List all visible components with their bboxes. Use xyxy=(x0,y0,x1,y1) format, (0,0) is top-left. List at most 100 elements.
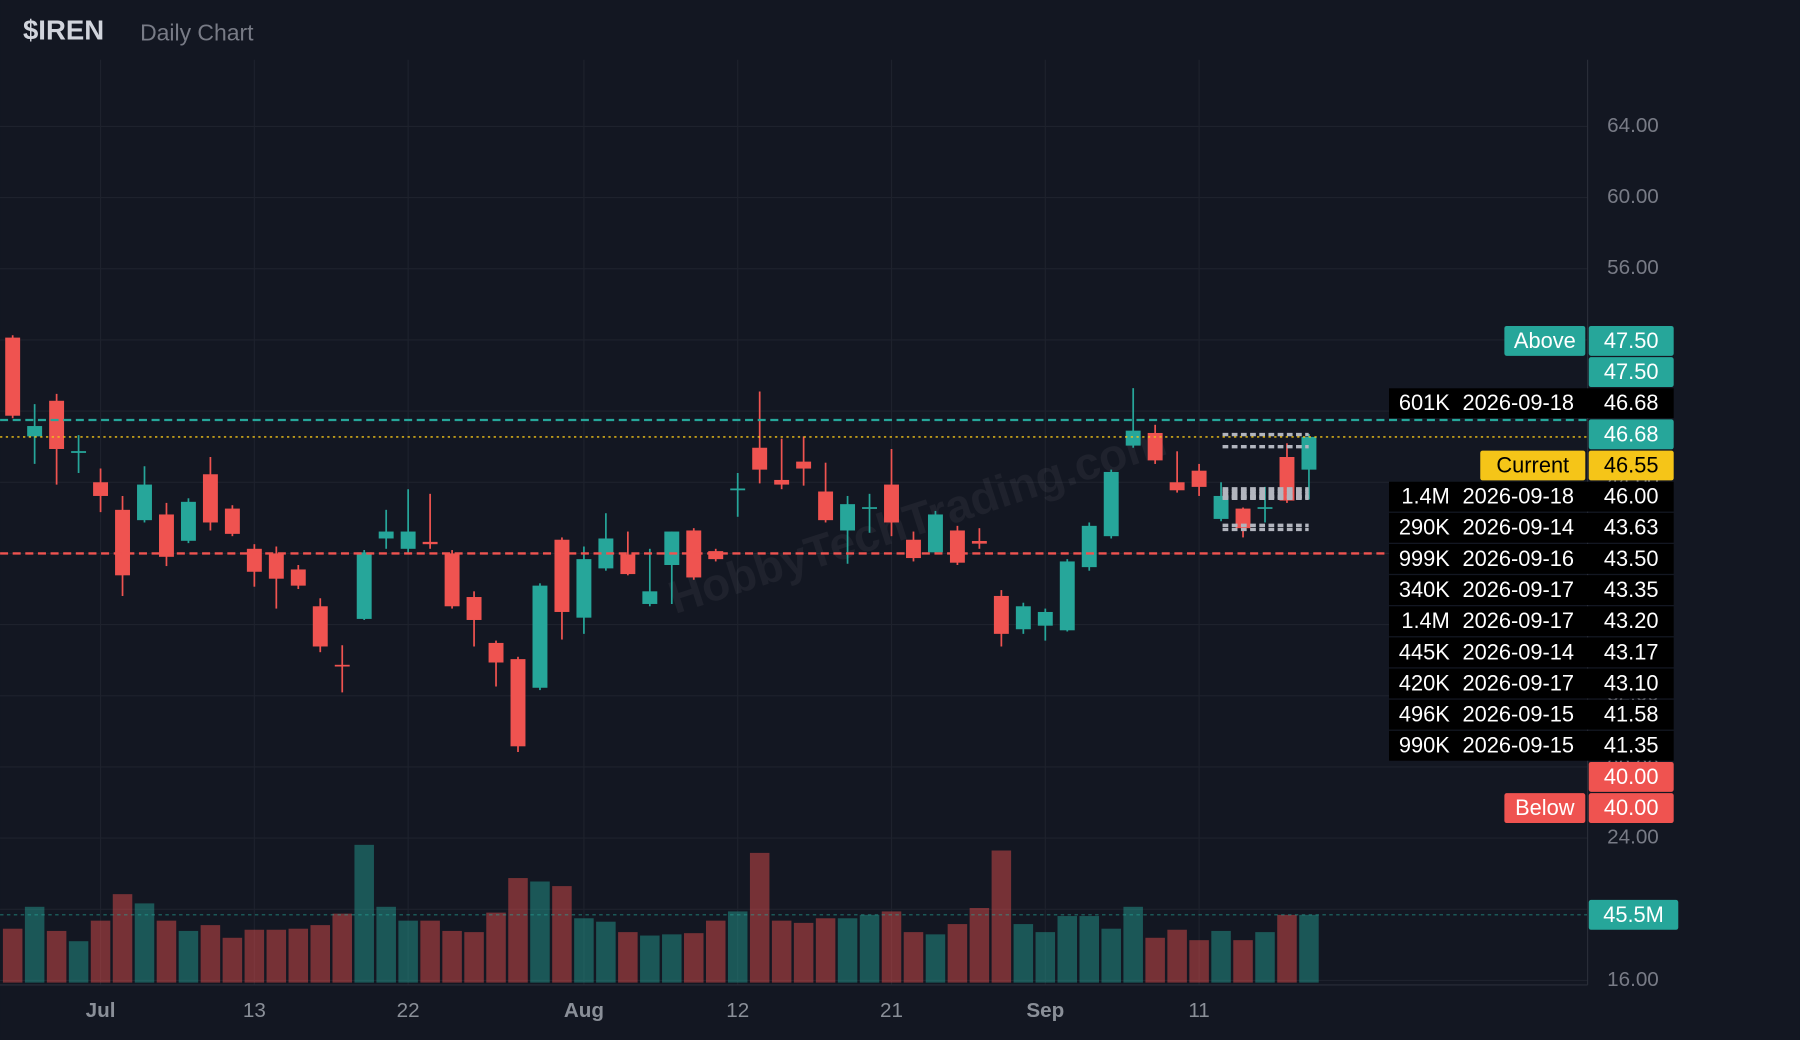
candle-body xyxy=(115,509,130,576)
volume-badge-label: 45.5M xyxy=(1603,902,1664,927)
volume-bar xyxy=(200,925,221,983)
candle-body xyxy=(664,531,680,565)
volume-bar xyxy=(68,941,89,983)
order-row xyxy=(1389,730,1674,761)
volume-badge xyxy=(1588,899,1679,930)
volume-bar xyxy=(508,878,528,983)
candle-body xyxy=(818,491,834,521)
order-row xyxy=(1389,668,1674,699)
volume-bar xyxy=(90,920,111,983)
candle-body xyxy=(1125,430,1141,446)
volume-bar xyxy=(156,920,177,983)
candle-body xyxy=(1103,471,1119,537)
candle-body xyxy=(202,474,218,523)
candle-body xyxy=(993,595,1009,634)
volume-bar xyxy=(771,920,792,983)
order-volume: 990K xyxy=(1399,733,1450,758)
volume-bar xyxy=(1167,929,1187,983)
candle-body xyxy=(378,531,394,539)
candle-body xyxy=(927,514,943,553)
price-label: 43.35 xyxy=(1604,577,1659,602)
candle-body xyxy=(268,553,284,579)
volume-bar xyxy=(1123,906,1143,983)
price-label: 43.63 xyxy=(1604,515,1659,540)
volume-bar xyxy=(727,911,748,983)
order-date: 2026-09-17 xyxy=(1462,608,1574,633)
price-badge xyxy=(1588,793,1674,823)
candle-body xyxy=(840,504,856,531)
candle-body xyxy=(1081,525,1097,568)
volume-bar xyxy=(618,932,638,983)
y-tick-label: 56.00 xyxy=(1607,256,1659,279)
volume-bar xyxy=(134,903,155,983)
candle-body xyxy=(1213,495,1229,519)
volume-bar xyxy=(552,886,572,983)
order-date: 2026-09-14 xyxy=(1462,639,1574,664)
volume-bar xyxy=(332,913,352,983)
volume-bar xyxy=(1299,914,1319,983)
x-tick-label: 12 xyxy=(726,999,749,1022)
candle-body xyxy=(730,488,746,491)
x-tick-label: 11 xyxy=(1188,999,1209,1022)
order-row xyxy=(1389,575,1674,605)
candle-body xyxy=(334,664,350,667)
volume-bar xyxy=(925,934,946,983)
order-volume: 1.4M xyxy=(1401,608,1449,633)
order-date: 2026-09-18 xyxy=(1462,484,1574,509)
candle-body xyxy=(862,507,877,509)
order-date: 2026-09-14 xyxy=(1462,515,1574,540)
volume-bar xyxy=(662,934,682,983)
candle-body xyxy=(5,337,21,416)
price-label: 40.00 xyxy=(1604,764,1659,789)
candle-body xyxy=(1257,507,1273,509)
volume-bar xyxy=(288,928,309,983)
order-date: 2026-09-17 xyxy=(1462,577,1574,602)
volume-bar xyxy=(354,844,374,983)
volume-bar xyxy=(837,918,858,983)
candle-body xyxy=(949,530,965,563)
volume-bar xyxy=(1101,928,1121,983)
price-label: 46.55 xyxy=(1604,452,1659,477)
volume-bar xyxy=(1189,940,1209,983)
volume-bar xyxy=(815,918,836,983)
price-labels: 45.5M Above 47.50 47.50 601K 2026-09-18 46.68 4… xyxy=(1389,326,1679,930)
candle-body xyxy=(708,551,724,560)
volume-bar xyxy=(749,852,770,983)
candle-body xyxy=(1059,561,1075,631)
volume-bar xyxy=(969,907,990,983)
candle-body xyxy=(752,447,768,470)
price-label: 41.58 xyxy=(1604,702,1659,727)
candle-body xyxy=(1169,482,1185,491)
volume-bar xyxy=(1079,916,1100,983)
price-label: 40.00 xyxy=(1604,795,1659,820)
candle-body xyxy=(1147,432,1163,461)
price-label: 47.50 xyxy=(1604,328,1659,353)
volume-bar xyxy=(903,932,924,983)
volume-bar xyxy=(1277,914,1297,983)
volume-bar xyxy=(1233,940,1253,983)
order-date: 2026-09-18 xyxy=(1462,390,1574,415)
candle-body xyxy=(686,530,702,578)
order-date: 2026-09-15 xyxy=(1462,733,1574,758)
candle-body xyxy=(356,552,372,619)
candle-body xyxy=(488,642,504,663)
tag-label: Current xyxy=(1496,452,1569,477)
x-tick-label: 21 xyxy=(880,999,903,1022)
tag-badge xyxy=(1480,450,1586,481)
candle-body xyxy=(1037,611,1053,626)
volume-bar xyxy=(530,881,550,983)
candle-body xyxy=(1191,470,1207,487)
volume-bar xyxy=(24,906,45,983)
order-date: 2026-09-16 xyxy=(1462,546,1574,571)
candle-body xyxy=(159,514,174,557)
price-label: 46.00 xyxy=(1604,484,1659,509)
candle-body xyxy=(466,597,482,620)
tag-label: Above xyxy=(1514,328,1576,353)
candle-body xyxy=(180,501,196,541)
x-tick-label: 13 xyxy=(243,999,266,1022)
price-badge xyxy=(1588,326,1674,356)
order-volume: 290K xyxy=(1399,515,1450,540)
volume-bar xyxy=(398,920,418,983)
